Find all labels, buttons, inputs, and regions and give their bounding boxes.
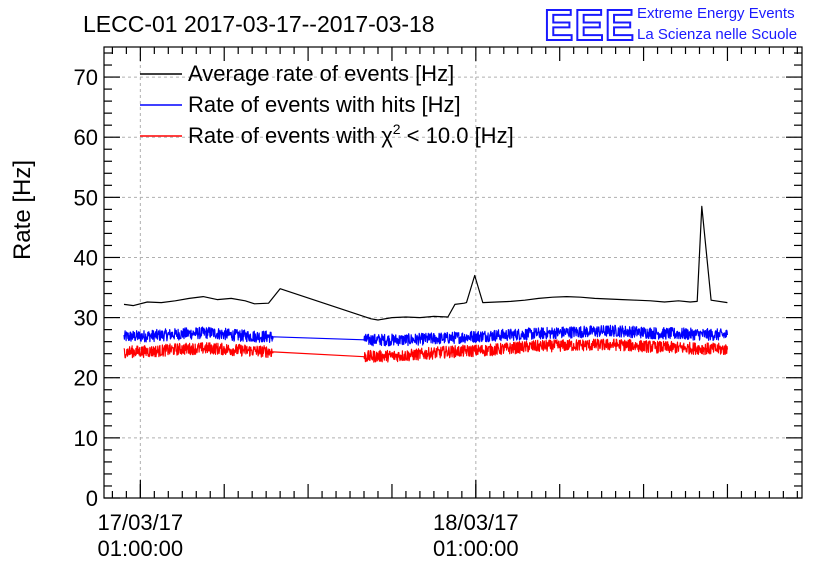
- x-tick-label-time: 01:00:00: [98, 536, 184, 561]
- chart-title: LECC-01 2017-03-17--2017-03-18: [83, 11, 435, 37]
- legend-label-1: Rate of events with hits [Hz]: [188, 92, 461, 117]
- y-tick-label: 20: [74, 366, 98, 391]
- series-line-0: [123, 205, 728, 321]
- y-tick-label: 40: [74, 245, 98, 270]
- legend-label-0: Average rate of events [Hz]: [188, 61, 454, 86]
- x-tick-label-time: 01:00:00: [433, 536, 519, 561]
- x-tick-label-date: 18/03/17: [433, 510, 519, 535]
- eee-logo-mark: EEE: [544, 1, 635, 50]
- series-line-2: [123, 338, 728, 363]
- axes: 01020304050607017/03/1701:00:0018/03/170…: [74, 47, 802, 561]
- y-tick-label: 70: [74, 65, 98, 90]
- plot-frame: [103, 46, 803, 499]
- y-tick-label: 50: [74, 185, 98, 210]
- y-tick-label: 0: [86, 486, 98, 511]
- series-lines: [123, 205, 728, 363]
- y-tick-label: 60: [74, 125, 98, 150]
- eee-logo: EEE Extreme Energy Events La Scienza nel…: [543, 0, 797, 51]
- grid-lines: [104, 47, 802, 498]
- legend: Average rate of events [Hz] Rate of event…: [140, 61, 514, 148]
- y-axis-label: Rate [Hz]: [9, 160, 36, 260]
- y-tick-label: 10: [74, 426, 98, 451]
- x-tick-label-date: 17/03/17: [98, 510, 184, 535]
- eee-logo-line2: La Scienza nelle Scuole: [637, 26, 797, 43]
- series-line-1: [123, 324, 728, 347]
- eee-logo-line1: Extreme Energy Events: [637, 5, 795, 22]
- y-tick-label: 30: [74, 306, 98, 331]
- legend-label-2: Rate of events with χ2 < 10.0 [Hz]: [188, 121, 514, 148]
